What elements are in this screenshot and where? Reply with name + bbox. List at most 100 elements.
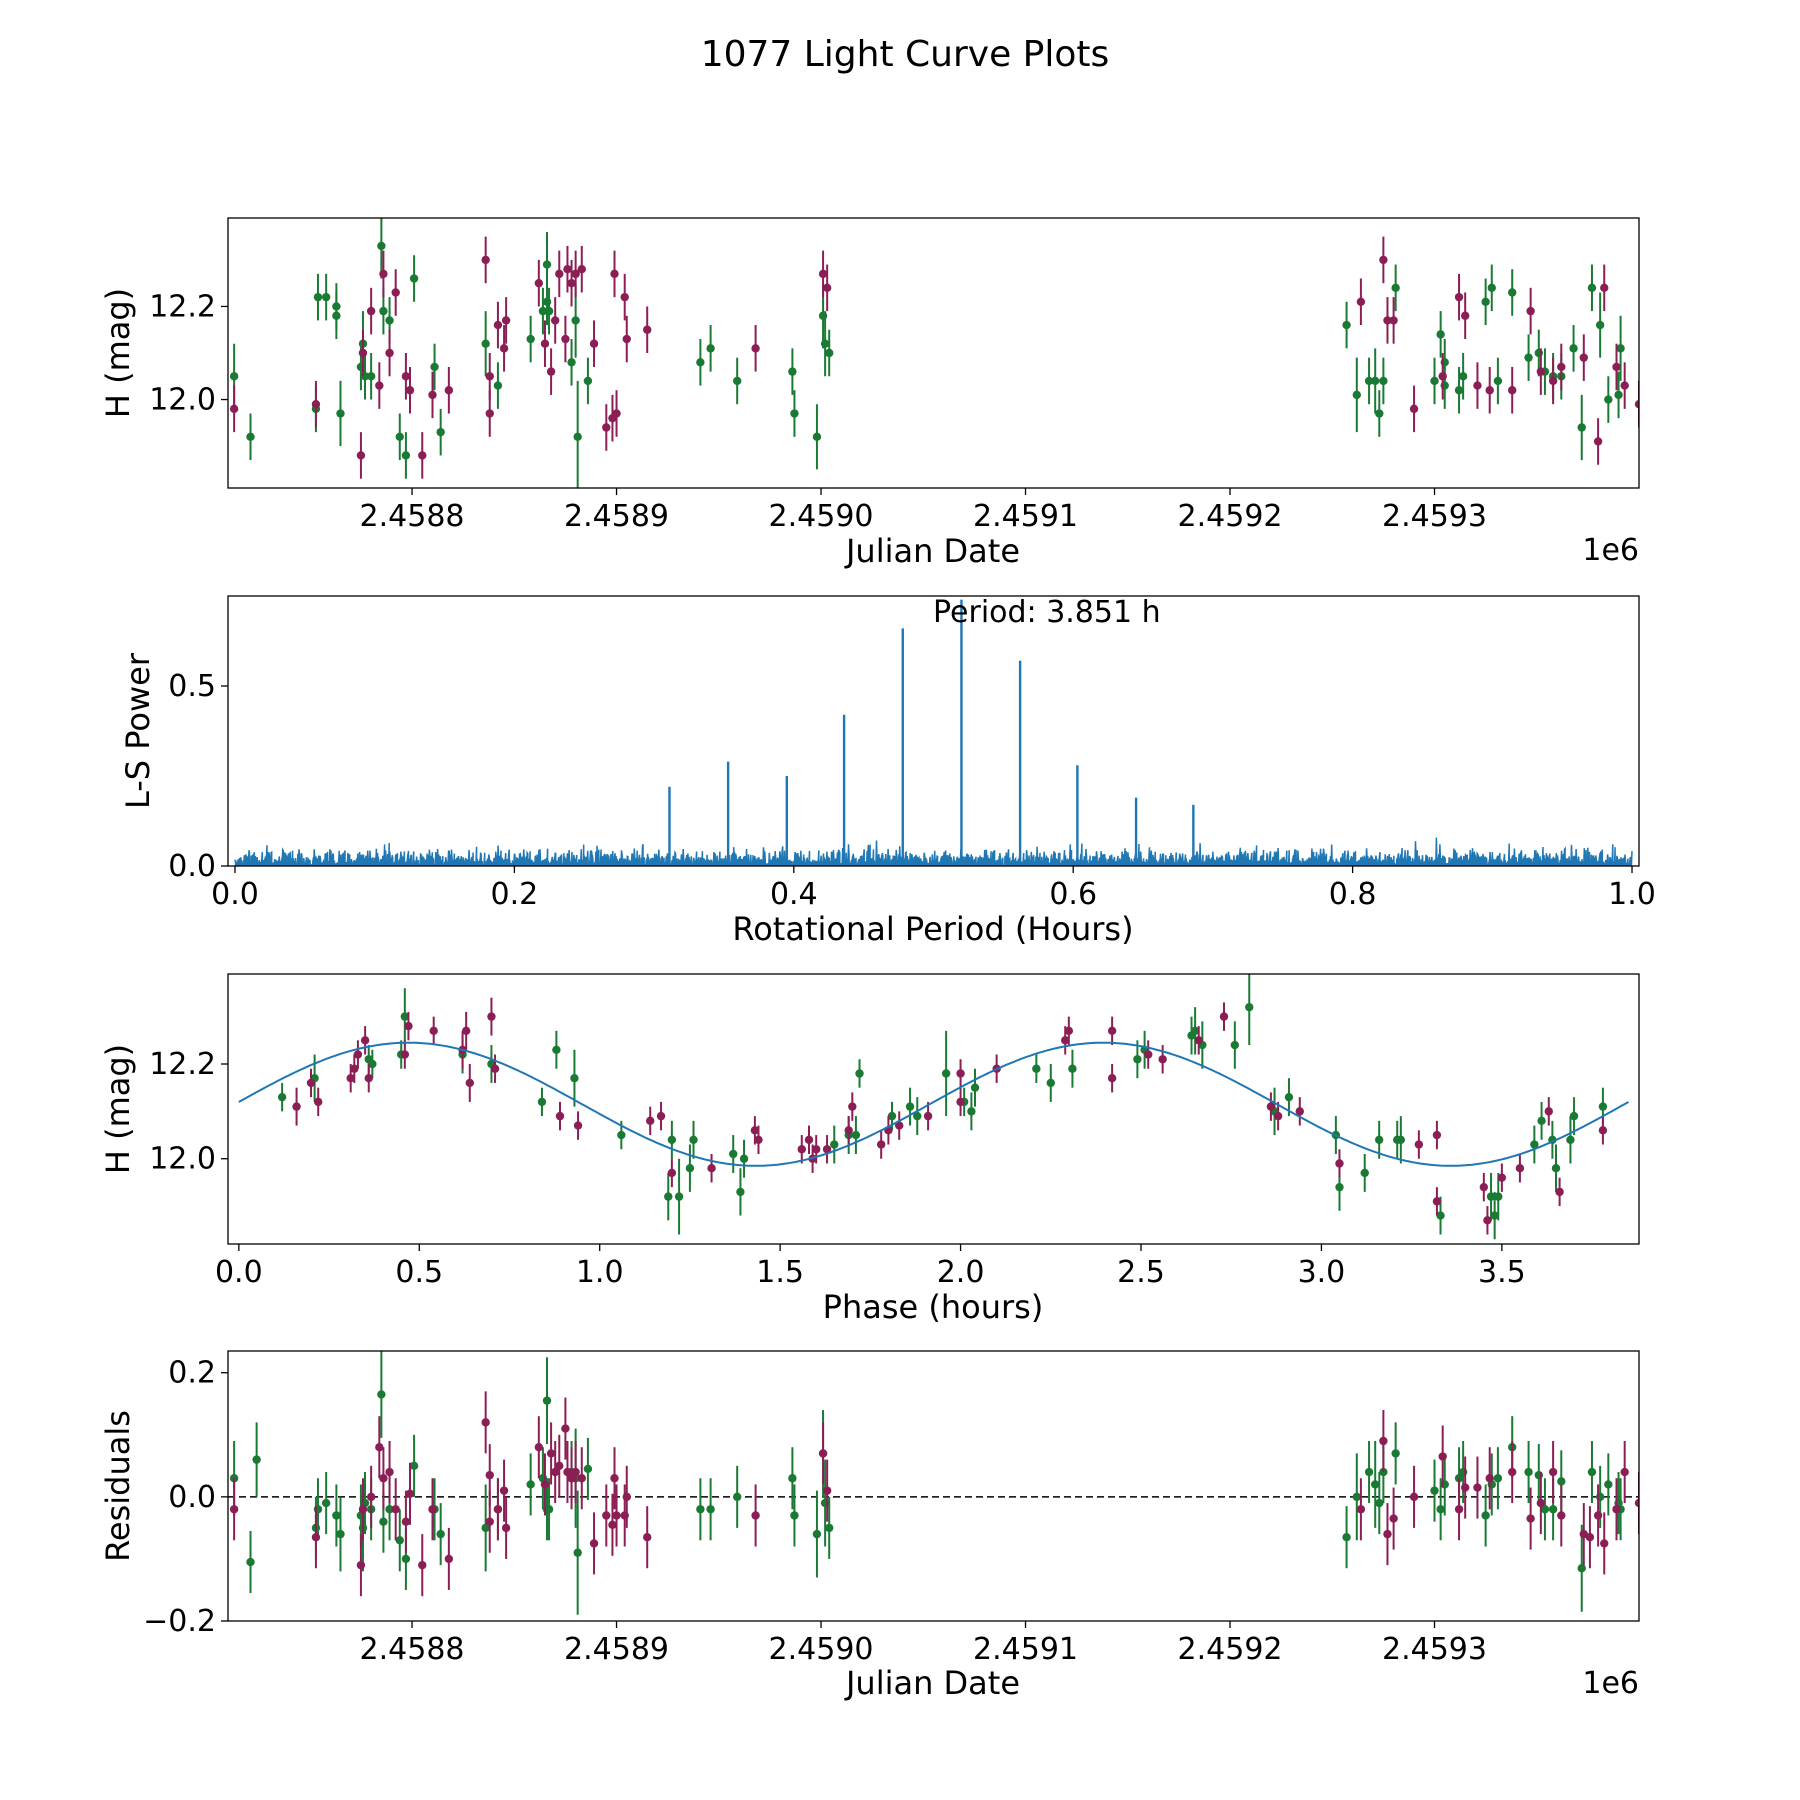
data-point (923, 1111, 933, 1121)
data-point (1612, 362, 1621, 372)
data-point (689, 1135, 698, 1144)
data-point (485, 1517, 494, 1526)
data-point (436, 427, 445, 437)
x-tick-label: 2.4589 (564, 499, 669, 534)
data-point (229, 404, 239, 414)
data-point (385, 348, 394, 358)
data-point (418, 1560, 427, 1570)
data-point (395, 1536, 404, 1545)
data-point (1598, 1102, 1608, 1111)
data-point (1526, 1514, 1535, 1523)
series-filter-B (229, 1391, 1639, 1597)
data-point (617, 1130, 626, 1140)
data-point (561, 334, 570, 344)
x-tick-label: 1.5 (756, 1255, 804, 1290)
residuals-panel: 2.4588 2.4589 2.4590 2.4591 2.4592 2.4593 −0.2… (99, 1350, 1640, 1702)
data-point (812, 432, 822, 441)
data-point (379, 1474, 388, 1483)
data-point (1587, 283, 1597, 293)
data-point (546, 367, 556, 376)
data-point (1620, 1467, 1629, 1477)
data-point (1046, 1078, 1055, 1088)
data-point (306, 1078, 316, 1088)
data-point (1194, 1036, 1203, 1045)
data-point (501, 316, 511, 325)
data-point (379, 306, 388, 316)
data-point (1414, 1140, 1424, 1149)
data-point (567, 358, 576, 367)
data-point (822, 283, 832, 293)
data-point (1375, 409, 1384, 418)
y-tick-label: 12.0 (149, 1142, 216, 1177)
data-point (1430, 1486, 1439, 1495)
data-point (1356, 297, 1366, 306)
data-point (1614, 390, 1623, 400)
data-point (1604, 395, 1613, 404)
data-point (277, 1092, 287, 1102)
x-tick-label: 0.0 (211, 877, 259, 912)
data-point (1352, 1492, 1362, 1502)
data-point (1438, 372, 1447, 381)
data-point (401, 372, 411, 381)
data-point (400, 1012, 410, 1021)
data-point (1371, 376, 1380, 386)
data-point (1383, 1529, 1392, 1539)
data-point (405, 1489, 415, 1498)
data-point (540, 339, 550, 348)
data-point (1133, 1055, 1142, 1064)
data-point (428, 390, 437, 400)
data-point (1436, 330, 1445, 339)
data-point (444, 386, 454, 395)
data-point (571, 316, 580, 325)
data-point (664, 1192, 673, 1201)
data-point (366, 306, 376, 316)
data-point (555, 1461, 564, 1471)
data-point (1579, 353, 1588, 362)
y-tick-label: 12.2 (149, 1047, 216, 1082)
data-point (534, 278, 544, 288)
data-point (567, 278, 576, 288)
data-point (1530, 1140, 1539, 1149)
data-point (1374, 1135, 1384, 1144)
data-point (674, 1192, 684, 1201)
data-point (1524, 353, 1533, 362)
data-point (358, 348, 368, 358)
x-tick-label: 2.4590 (769, 1632, 874, 1667)
data-point (1494, 1192, 1503, 1201)
x-tick-label: 2.4592 (1178, 499, 1283, 534)
data-point (643, 325, 652, 334)
data-point (1577, 423, 1586, 432)
phased-marks (238, 974, 1629, 1240)
data-point (379, 269, 388, 279)
lightcurve-marks (229, 218, 1639, 488)
data-point (428, 1505, 437, 1514)
data-point (825, 348, 834, 358)
data-point (1515, 1164, 1525, 1173)
data-point (1436, 1211, 1445, 1220)
data-point (1548, 1505, 1558, 1514)
data-point (1391, 1449, 1400, 1458)
data-point (550, 316, 560, 325)
x-tick-label: 1.0 (576, 1255, 624, 1290)
data-point (812, 1145, 821, 1154)
data-point (1432, 1197, 1442, 1206)
data-point (732, 1492, 742, 1502)
data-point (481, 255, 490, 265)
data-point (1352, 390, 1362, 400)
data-point (1555, 1187, 1564, 1197)
data-point (667, 1135, 677, 1144)
data-point (1190, 1026, 1200, 1036)
data-point (391, 288, 400, 297)
data-point (563, 265, 572, 274)
data-point (444, 1554, 454, 1564)
data-point (956, 1069, 965, 1078)
data-point (583, 1464, 593, 1474)
data-point (1557, 1477, 1566, 1486)
data-point (1493, 376, 1503, 386)
data-point (797, 1145, 806, 1154)
data-point (967, 1107, 976, 1116)
data-point (485, 372, 494, 381)
lightcurve-x-label: Julian Date (844, 532, 1020, 570)
data-point (1493, 1474, 1503, 1483)
